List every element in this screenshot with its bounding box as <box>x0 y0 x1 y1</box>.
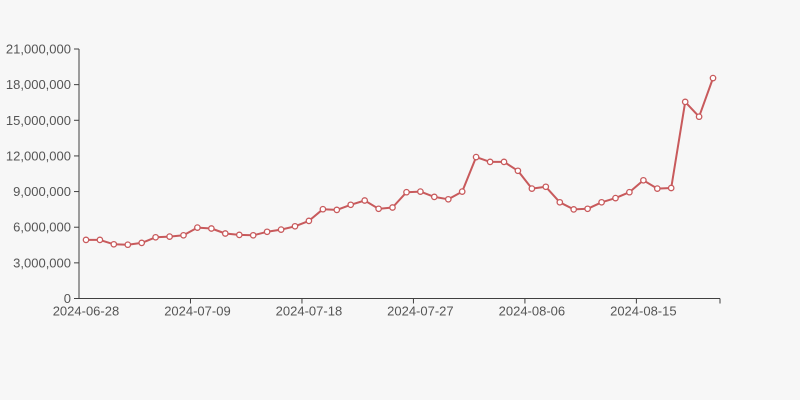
data-point-marker[interactable] <box>319 205 327 213</box>
data-point-marker[interactable] <box>82 236 90 244</box>
data-point-marker[interactable] <box>277 226 285 233</box>
data-point-marker[interactable] <box>194 224 201 231</box>
data-point-marker[interactable] <box>681 98 689 106</box>
x-axis-label: 2024-07-09 <box>164 304 231 319</box>
data-point-marker[interactable] <box>626 188 633 196</box>
data-point-marker[interactable] <box>96 236 104 244</box>
data-point-marker[interactable] <box>375 205 382 213</box>
data-point-marker[interactable] <box>305 217 313 225</box>
data-point-marker[interactable] <box>430 193 438 201</box>
data-point-marker[interactable] <box>221 230 229 237</box>
data-point-marker[interactable] <box>138 239 146 247</box>
data-point-marker[interactable] <box>444 195 452 203</box>
data-point-marker[interactable] <box>403 188 410 196</box>
data-point-marker[interactable] <box>180 231 187 239</box>
data-point-marker[interactable] <box>166 233 173 240</box>
data-point-marker[interactable] <box>598 198 605 206</box>
x-axis-label: 2024-07-27 <box>387 304 454 319</box>
x-axis-label: 2024-07-18 <box>276 304 343 319</box>
y-axis-label: 21,000,000 <box>6 42 71 57</box>
data-point-marker[interactable] <box>235 231 243 239</box>
data-point-marker[interactable] <box>570 206 578 213</box>
data-point-marker[interactable] <box>486 158 494 166</box>
data-point-marker[interactable] <box>528 185 536 192</box>
y-axis-label: 0 <box>64 291 71 306</box>
data-point-marker[interactable] <box>472 153 480 161</box>
data-point-marker[interactable] <box>667 184 675 192</box>
x-axis-label: 2024-06-28 <box>53 304 120 319</box>
y-axis-label: 6,000,000 <box>13 220 71 235</box>
data-point-marker[interactable] <box>653 185 661 192</box>
data-point-marker[interactable] <box>152 233 159 241</box>
y-axis-label: 3,000,000 <box>13 255 71 270</box>
data-point-marker[interactable] <box>361 197 369 204</box>
data-point-marker[interactable] <box>640 176 647 184</box>
line-series <box>85 77 714 246</box>
y-axis-label: 12,000,000 <box>6 148 71 163</box>
data-point-marker[interactable] <box>417 188 424 195</box>
data-point-marker[interactable] <box>542 183 550 191</box>
y-axis-label: 9,000,000 <box>13 184 71 199</box>
data-point-marker[interactable] <box>347 201 355 209</box>
data-point-marker[interactable] <box>500 158 508 166</box>
data-point-marker[interactable] <box>249 231 257 239</box>
y-axis-label: 15,000,000 <box>6 113 71 128</box>
data-point-marker[interactable] <box>695 113 703 121</box>
x-axis-label: 2024-08-15 <box>610 304 677 319</box>
data-point-marker[interactable] <box>291 222 299 230</box>
data-point-marker[interactable] <box>709 74 717 82</box>
data-point-marker[interactable] <box>110 240 118 248</box>
data-point-marker[interactable] <box>556 198 564 206</box>
x-axis-label: 2024-08-06 <box>499 304 566 319</box>
data-point-marker[interactable] <box>389 204 396 211</box>
data-point-marker[interactable] <box>333 206 341 214</box>
data-point-marker[interactable] <box>514 167 522 175</box>
data-point-marker[interactable] <box>263 228 271 236</box>
data-point-marker[interactable] <box>612 194 619 202</box>
data-point-marker[interactable] <box>124 241 132 249</box>
data-point-marker[interactable] <box>458 188 466 195</box>
y-axis-label: 18,000,000 <box>6 77 71 92</box>
data-point-marker[interactable] <box>584 205 591 213</box>
data-point-marker[interactable] <box>208 225 215 232</box>
